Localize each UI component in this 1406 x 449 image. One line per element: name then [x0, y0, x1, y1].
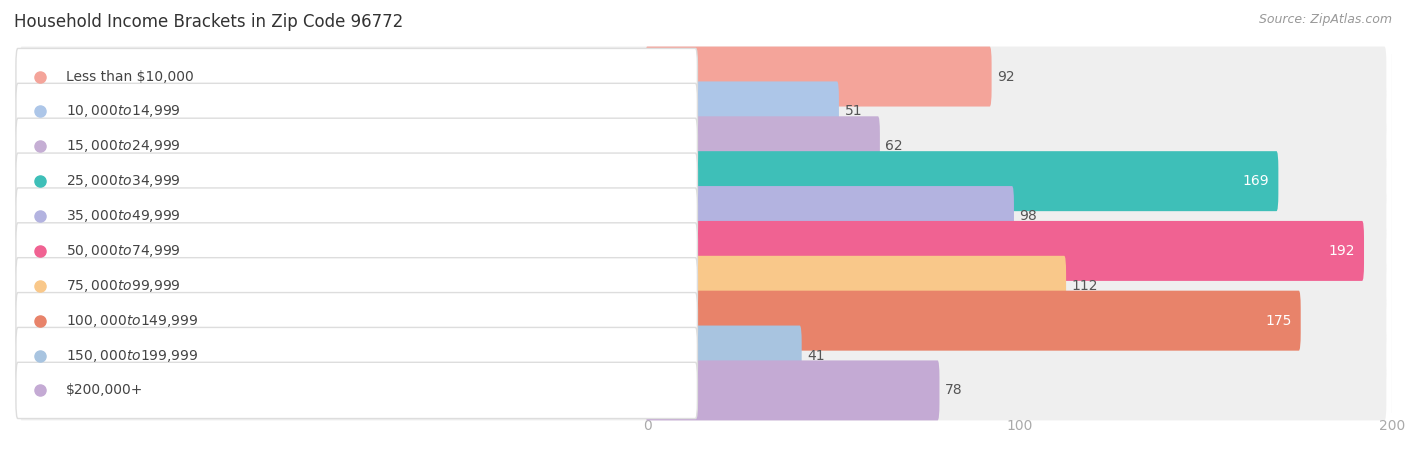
- FancyBboxPatch shape: [645, 186, 1014, 246]
- FancyBboxPatch shape: [20, 47, 1386, 106]
- FancyBboxPatch shape: [20, 81, 1386, 141]
- Text: 62: 62: [886, 139, 903, 153]
- Text: $75,000 to $99,999: $75,000 to $99,999: [66, 278, 181, 294]
- FancyBboxPatch shape: [15, 153, 697, 209]
- FancyBboxPatch shape: [15, 362, 697, 418]
- Text: $15,000 to $24,999: $15,000 to $24,999: [66, 138, 181, 154]
- Text: 41: 41: [807, 348, 825, 362]
- Text: $35,000 to $49,999: $35,000 to $49,999: [66, 208, 181, 224]
- FancyBboxPatch shape: [645, 47, 991, 106]
- FancyBboxPatch shape: [645, 151, 1278, 211]
- Text: 51: 51: [845, 105, 862, 119]
- FancyBboxPatch shape: [15, 223, 697, 279]
- FancyBboxPatch shape: [15, 327, 697, 383]
- Text: $50,000 to $74,999: $50,000 to $74,999: [66, 243, 181, 259]
- FancyBboxPatch shape: [15, 84, 697, 140]
- FancyBboxPatch shape: [645, 81, 839, 141]
- FancyBboxPatch shape: [20, 221, 1386, 281]
- FancyBboxPatch shape: [645, 221, 1364, 281]
- FancyBboxPatch shape: [15, 293, 697, 349]
- Text: 78: 78: [945, 383, 963, 397]
- FancyBboxPatch shape: [20, 361, 1386, 420]
- FancyBboxPatch shape: [645, 326, 801, 386]
- Text: 169: 169: [1243, 174, 1270, 188]
- FancyBboxPatch shape: [645, 256, 1066, 316]
- FancyBboxPatch shape: [645, 361, 939, 420]
- Text: Less than $10,000: Less than $10,000: [66, 70, 194, 84]
- Text: $25,000 to $34,999: $25,000 to $34,999: [66, 173, 181, 189]
- FancyBboxPatch shape: [15, 48, 697, 105]
- Text: $100,000 to $149,999: $100,000 to $149,999: [66, 313, 198, 329]
- FancyBboxPatch shape: [20, 291, 1386, 351]
- FancyBboxPatch shape: [20, 116, 1386, 176]
- FancyBboxPatch shape: [645, 291, 1301, 351]
- Text: Source: ZipAtlas.com: Source: ZipAtlas.com: [1258, 13, 1392, 26]
- FancyBboxPatch shape: [15, 258, 697, 314]
- Text: 175: 175: [1265, 314, 1291, 328]
- FancyBboxPatch shape: [15, 118, 697, 174]
- Text: $200,000+: $200,000+: [66, 383, 143, 397]
- Text: 98: 98: [1019, 209, 1038, 223]
- FancyBboxPatch shape: [20, 186, 1386, 246]
- Text: 92: 92: [997, 70, 1015, 84]
- FancyBboxPatch shape: [20, 151, 1386, 211]
- FancyBboxPatch shape: [20, 326, 1386, 386]
- FancyBboxPatch shape: [645, 116, 880, 176]
- Text: Household Income Brackets in Zip Code 96772: Household Income Brackets in Zip Code 96…: [14, 13, 404, 31]
- FancyBboxPatch shape: [20, 256, 1386, 316]
- Text: 112: 112: [1071, 279, 1098, 293]
- Text: $150,000 to $199,999: $150,000 to $199,999: [66, 348, 198, 364]
- Text: 192: 192: [1329, 244, 1355, 258]
- Text: $10,000 to $14,999: $10,000 to $14,999: [66, 103, 181, 119]
- FancyBboxPatch shape: [15, 188, 697, 244]
